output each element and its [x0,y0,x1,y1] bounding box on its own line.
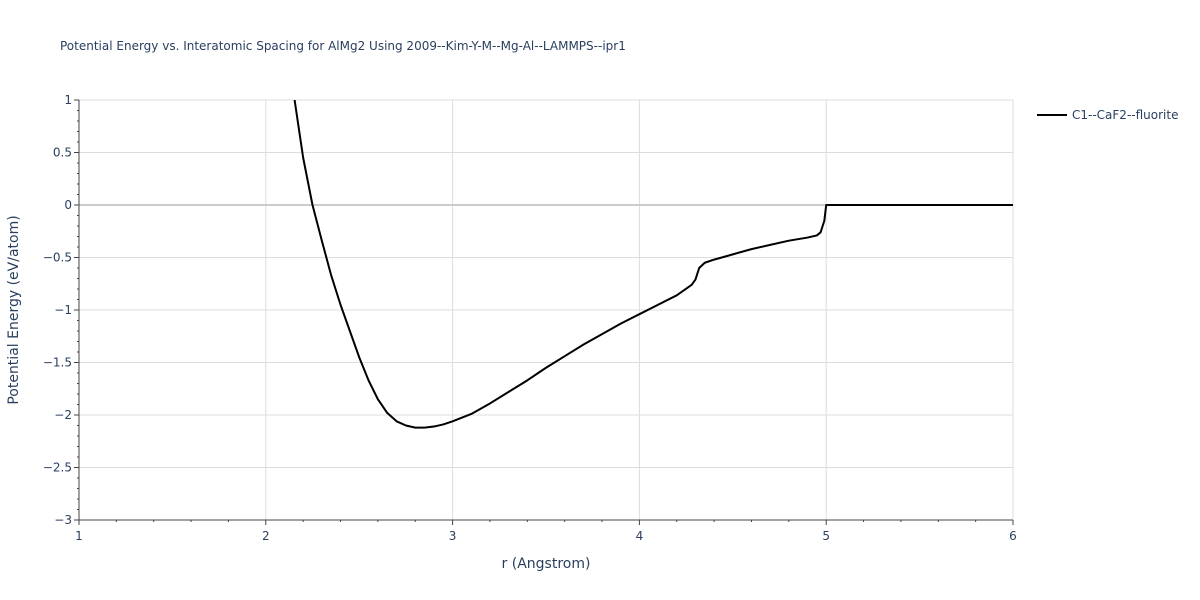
y-tick-label: −1.5 [43,356,72,370]
x-tick-label: 2 [262,529,270,543]
series-group [293,100,1013,429]
legend[interactable]: C1--CaF2--fluorite [1037,108,1178,122]
y-tick-label: −1 [54,303,72,317]
x-tick-label: 4 [636,529,644,543]
y-tick-label: −2.5 [43,461,72,475]
series-line [293,100,1013,429]
y-tick-label: −0.5 [43,251,72,265]
y-axis-title: Potential Energy (eV/atom) [6,215,22,404]
x-tick-label: 5 [822,529,830,543]
y-axis-ticks: 1 0.5 0 −0.5 −1 −1.5 −2 −2.5 −3 [43,93,79,527]
gridlines [79,99,1014,520]
x-axis-ticks: 1 2 3 4 5 6 [75,520,1017,543]
x-tick-label: 6 [1009,529,1017,543]
x-tick-label: 3 [449,529,457,543]
x-tick-label: 1 [75,529,83,543]
legend-entry-label: C1--CaF2--fluorite [1072,108,1178,122]
y-tick-label: 0 [64,198,72,212]
y-tick-label: −2 [54,408,72,422]
y-tick-label: 1 [64,93,72,107]
chart-title: Potential Energy vs. Interatomic Spacing… [60,39,626,53]
y-tick-label: −3 [54,513,72,527]
x-axis-title: r (Angstrom) [502,556,591,572]
y-tick-label: 0.5 [53,146,72,160]
